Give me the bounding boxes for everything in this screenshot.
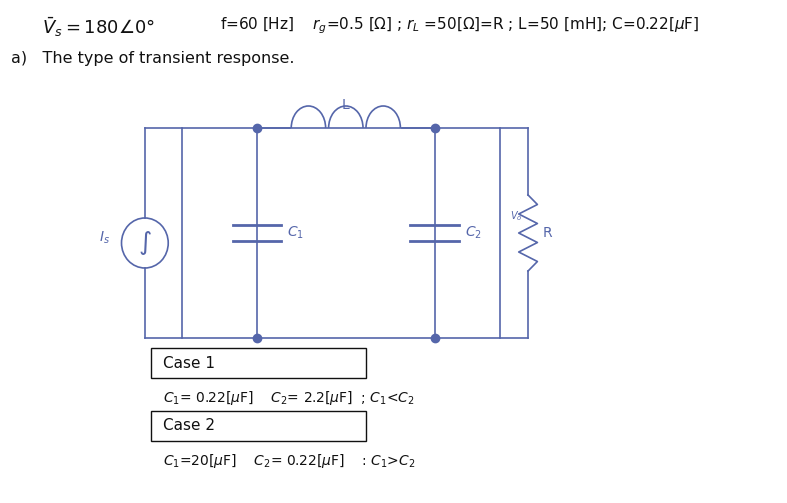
Text: Case 1: Case 1	[163, 356, 215, 371]
Bar	[151, 411, 367, 441]
Text: $C_1$= 0.22[$\mu$F]    $C_2$= 2.2[$\mu$F]  ; $C_1$<$C_2$: $C_1$= 0.22[$\mu$F] $C_2$= 2.2[$\mu$F] ;…	[163, 389, 414, 407]
Text: Case 2: Case 2	[163, 418, 215, 434]
Text: $C_2$: $C_2$	[464, 225, 482, 241]
Bar	[151, 348, 367, 378]
Text: $I_s$: $I_s$	[99, 230, 110, 246]
Bar	[183, 128, 500, 338]
Text: R: R	[543, 226, 552, 240]
Text: $V_o$: $V_o$	[510, 209, 523, 223]
Text: $∫$: $∫$	[138, 229, 152, 257]
Text: $C_1$=20[$\mu$F]    $C_2$= 0.22[$\mu$F]    : $C_1$>$C_2$: $C_1$=20[$\mu$F] $C_2$= 0.22[$\mu$F] : $…	[163, 452, 415, 470]
Text: a)   The type of transient response.: a) The type of transient response.	[11, 51, 294, 66]
Text: $C_1$: $C_1$	[287, 225, 304, 241]
Text: L: L	[342, 98, 349, 112]
Text: $\bar{V}_s = 180\angle0°$: $\bar{V}_s = 180\angle0°$	[42, 15, 155, 39]
Text: f=60 [Hz]    $r_g$=0.5 [$\Omega$] ; $r_L$ =50[$\Omega$]=R ; L=50 [mH]; C=0.22[$\: f=60 [Hz] $r_g$=0.5 [$\Omega$] ; $r_L$ =…	[220, 15, 699, 36]
